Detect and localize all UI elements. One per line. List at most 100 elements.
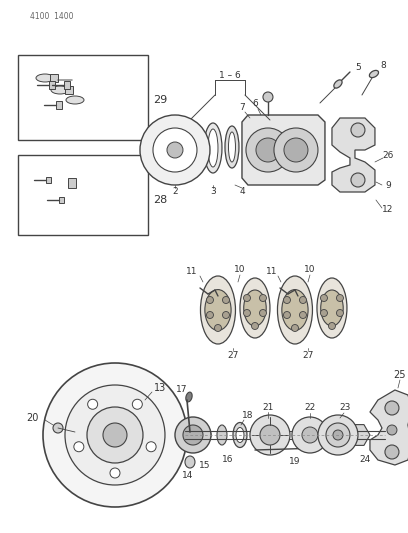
Circle shape xyxy=(222,311,229,319)
Text: 6: 6 xyxy=(252,100,258,109)
Text: 3: 3 xyxy=(210,188,216,197)
Text: 4100  1400: 4100 1400 xyxy=(30,12,73,21)
Bar xyxy=(59,197,64,203)
Ellipse shape xyxy=(233,423,247,448)
Bar xyxy=(68,178,76,188)
Bar xyxy=(46,177,51,183)
Circle shape xyxy=(387,425,397,435)
Text: 25: 25 xyxy=(394,370,406,380)
Circle shape xyxy=(53,423,63,433)
Circle shape xyxy=(259,310,266,317)
Text: 20: 20 xyxy=(26,413,38,423)
Text: 9: 9 xyxy=(385,181,391,190)
Circle shape xyxy=(385,445,399,459)
Ellipse shape xyxy=(240,278,270,338)
Circle shape xyxy=(103,423,127,447)
Ellipse shape xyxy=(282,289,308,330)
Circle shape xyxy=(153,128,197,172)
Ellipse shape xyxy=(228,132,235,162)
Circle shape xyxy=(206,311,213,319)
Ellipse shape xyxy=(200,276,235,344)
Ellipse shape xyxy=(244,290,266,326)
Circle shape xyxy=(320,310,328,317)
Circle shape xyxy=(215,325,222,332)
Text: 19: 19 xyxy=(289,457,301,466)
Circle shape xyxy=(206,296,213,303)
Circle shape xyxy=(326,423,350,447)
Polygon shape xyxy=(332,118,375,192)
Bar xyxy=(65,86,73,94)
Text: 16: 16 xyxy=(222,456,234,464)
Ellipse shape xyxy=(66,96,84,104)
Text: 18: 18 xyxy=(242,410,254,419)
Ellipse shape xyxy=(199,427,211,442)
Ellipse shape xyxy=(236,427,244,442)
Circle shape xyxy=(259,295,266,302)
Polygon shape xyxy=(242,115,325,185)
Circle shape xyxy=(351,123,365,137)
Text: 8: 8 xyxy=(380,61,386,69)
Circle shape xyxy=(260,425,280,445)
Circle shape xyxy=(318,415,358,455)
Ellipse shape xyxy=(321,290,343,326)
Polygon shape xyxy=(346,425,370,446)
Circle shape xyxy=(337,310,344,317)
Circle shape xyxy=(88,399,98,409)
Text: 5: 5 xyxy=(355,63,361,72)
Circle shape xyxy=(292,417,328,453)
Text: 22: 22 xyxy=(304,403,315,413)
Ellipse shape xyxy=(185,456,195,468)
Text: 11: 11 xyxy=(186,268,198,277)
Circle shape xyxy=(244,310,251,317)
Circle shape xyxy=(246,128,290,172)
Circle shape xyxy=(250,415,290,455)
Circle shape xyxy=(140,115,210,185)
Ellipse shape xyxy=(208,129,218,167)
Circle shape xyxy=(284,138,308,162)
Circle shape xyxy=(183,425,203,445)
Circle shape xyxy=(333,430,343,440)
Ellipse shape xyxy=(217,425,227,445)
Text: 12: 12 xyxy=(382,206,394,214)
Text: 29: 29 xyxy=(153,95,167,105)
Circle shape xyxy=(263,92,273,102)
Circle shape xyxy=(251,322,259,329)
Text: 10: 10 xyxy=(304,265,316,274)
Circle shape xyxy=(65,385,165,485)
Polygon shape xyxy=(370,390,408,465)
Circle shape xyxy=(256,138,280,162)
Circle shape xyxy=(167,142,183,158)
Text: 27: 27 xyxy=(227,351,239,359)
Text: 15: 15 xyxy=(199,461,211,470)
Circle shape xyxy=(175,417,211,453)
Text: 24: 24 xyxy=(359,456,370,464)
Ellipse shape xyxy=(277,276,313,344)
Circle shape xyxy=(132,399,142,409)
Circle shape xyxy=(110,468,120,478)
Circle shape xyxy=(291,325,299,332)
Bar xyxy=(64,81,70,89)
Text: 13: 13 xyxy=(154,383,166,393)
Circle shape xyxy=(146,442,156,452)
Bar xyxy=(50,74,58,82)
Text: 17: 17 xyxy=(176,385,188,394)
Ellipse shape xyxy=(369,70,379,78)
Text: 1 – 6: 1 – 6 xyxy=(219,70,241,79)
Text: 2: 2 xyxy=(172,188,178,197)
Ellipse shape xyxy=(51,86,69,94)
Circle shape xyxy=(320,295,328,302)
Ellipse shape xyxy=(186,392,192,402)
Circle shape xyxy=(244,295,251,302)
Circle shape xyxy=(87,407,143,463)
Text: 10: 10 xyxy=(234,265,246,274)
Text: 26: 26 xyxy=(382,150,394,159)
Ellipse shape xyxy=(225,126,239,168)
Circle shape xyxy=(385,401,399,415)
Ellipse shape xyxy=(205,289,231,330)
Circle shape xyxy=(351,173,365,187)
Ellipse shape xyxy=(317,278,347,338)
Bar xyxy=(18,155,148,235)
Circle shape xyxy=(284,311,290,319)
Text: 28: 28 xyxy=(153,195,167,205)
Circle shape xyxy=(302,427,318,443)
